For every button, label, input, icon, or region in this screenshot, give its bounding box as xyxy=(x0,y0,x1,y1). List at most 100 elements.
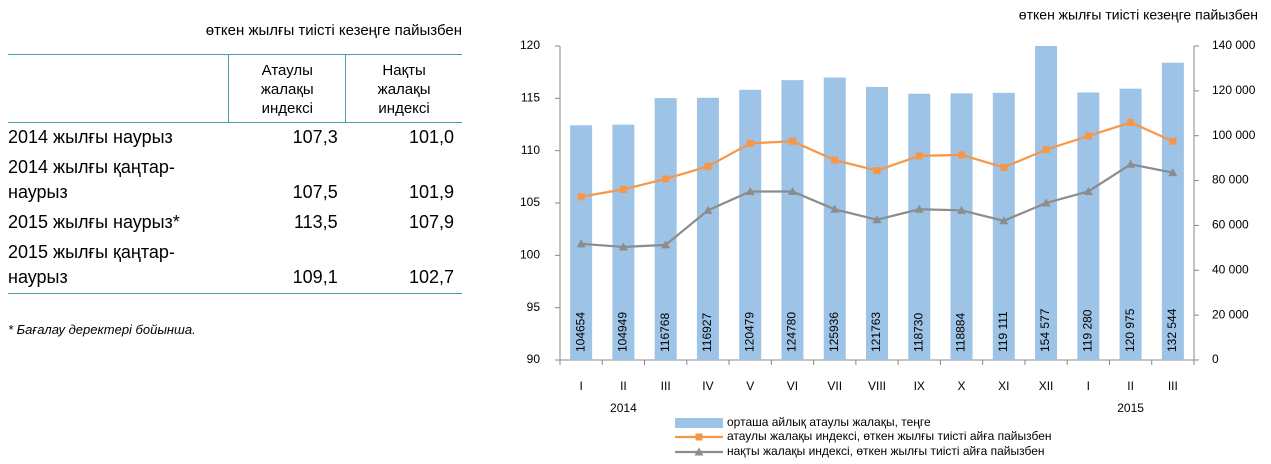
bar-value-label: 120 975 xyxy=(1123,308,1137,352)
legend-swatch xyxy=(675,418,723,428)
legend-label: орташа айлық атаулы жалақы, теңге xyxy=(727,415,931,429)
bar-value-label: 154 577 xyxy=(1038,308,1052,352)
table-cell: 107,9 xyxy=(408,212,454,232)
marker xyxy=(1126,159,1136,168)
table-body: 2014 жылғы наурыз 107,3 101,0 2014 жылғы қа… xyxy=(8,123,462,294)
bar xyxy=(654,98,677,360)
marker xyxy=(618,242,628,251)
y2-tick-label: 140 000 xyxy=(1212,38,1256,52)
table-row: 2015 жылғы қаңтар-наурыз 109,1 102,7 xyxy=(8,238,462,294)
bar xyxy=(739,89,762,360)
bar-value-label: 125936 xyxy=(827,312,841,352)
marker xyxy=(745,186,755,195)
marker xyxy=(915,152,923,160)
marker xyxy=(1168,168,1178,177)
marker xyxy=(958,151,966,159)
bar-value-label: 120479 xyxy=(742,312,756,352)
marker xyxy=(746,139,754,147)
bar-value-label: 119 280 xyxy=(1081,309,1095,352)
marker xyxy=(957,205,967,214)
plot-area xyxy=(570,46,1184,360)
marker xyxy=(831,156,839,164)
marker xyxy=(873,167,881,175)
bar xyxy=(1119,88,1142,360)
bar-value-label: 121763 xyxy=(869,312,883,352)
marker xyxy=(1000,163,1008,171)
y2-tick-label: 60 000 xyxy=(1212,218,1249,232)
marker xyxy=(662,175,670,183)
legend-marker xyxy=(694,447,704,456)
bar xyxy=(992,92,1015,360)
x-group-label: 2014 xyxy=(610,401,637,415)
x-tick-label: X xyxy=(958,379,966,393)
marker xyxy=(1127,118,1135,126)
x-tick-label: V xyxy=(746,379,754,393)
y2-tick-label: 40 000 xyxy=(1212,262,1249,276)
x-tick-label: I xyxy=(579,379,582,393)
y2-tick-label: 0 xyxy=(1212,352,1219,366)
y-tick-label: 110 xyxy=(521,143,540,157)
table-cell: 101,0 xyxy=(408,127,454,147)
table-caption: өткен жылғы тиісті кезеңге пайызбен xyxy=(205,22,462,39)
x-tick-label: VII xyxy=(827,379,842,393)
y2-tick-label: 120 000 xyxy=(1212,83,1256,97)
x-tick-label: III xyxy=(661,379,671,393)
bar xyxy=(950,93,973,360)
header-cell: Нақты жалақы индексі xyxy=(345,54,462,123)
y2-tick-label: 20 000 xyxy=(1212,307,1249,321)
bar-value-label: 118730 xyxy=(911,313,925,352)
marker xyxy=(619,185,627,193)
header-text: Нақты жалақы индексі xyxy=(377,62,431,117)
bar-value-label: 116768 xyxy=(658,313,672,352)
marker xyxy=(1169,137,1177,145)
x-tick-label: IV xyxy=(702,379,713,393)
table-cell: 2014 жылғы наурыз xyxy=(8,127,173,147)
header-row: Атаулы жалақы индексі Нақты жалақы индек… xyxy=(8,54,462,123)
legend-marker xyxy=(695,433,703,441)
marker xyxy=(1084,132,1092,140)
bar xyxy=(1077,92,1100,360)
chart-subtitle: өткен жылғы тиісті кезеңге пайызбен xyxy=(1019,7,1258,23)
table-cell: 109,1 xyxy=(292,267,338,287)
marker xyxy=(661,240,671,249)
x-tick-label: III xyxy=(1168,379,1178,393)
bar-value-label: 119 111 xyxy=(996,311,1010,352)
marker xyxy=(1083,186,1093,195)
bar xyxy=(1035,46,1058,360)
y-tick-label: 95 xyxy=(527,300,541,314)
y-tick-label: 115 xyxy=(521,91,540,105)
table-row: 2014 жылғы қаңтар-наурыз 107,5 101,9 xyxy=(8,153,462,208)
marker xyxy=(872,215,882,224)
marker xyxy=(1041,198,1051,207)
table-cell: 113,5 xyxy=(293,212,338,232)
table-cell: 107,5 xyxy=(292,182,338,202)
marker xyxy=(787,186,797,195)
bar xyxy=(1161,62,1184,360)
x-tick-label: IX xyxy=(914,379,925,393)
bar xyxy=(908,93,931,360)
x-tick-label: II xyxy=(1127,379,1134,393)
marker xyxy=(788,137,796,145)
bar-value-label: 118884 xyxy=(954,313,968,352)
bar-value-label: 104654 xyxy=(573,312,587,352)
legend-label: нақты жалақы индексі, өткен жылғы тиісті… xyxy=(727,444,1045,458)
y2-tick-label: 100 000 xyxy=(1212,128,1256,142)
x-group-label: 2015 xyxy=(1117,401,1144,415)
bar-value-label: 124780 xyxy=(785,312,799,352)
marker xyxy=(914,204,924,213)
x-tick-label: VIII xyxy=(868,379,886,393)
x-tick-label: I xyxy=(1087,379,1090,393)
marker xyxy=(704,162,712,170)
table: Атаулы жалақы индексі Нақты жалақы индек… xyxy=(8,54,462,294)
header-cell xyxy=(8,54,229,123)
bar-value-label: 116927 xyxy=(700,313,714,352)
marker xyxy=(576,239,586,248)
marker xyxy=(703,205,713,214)
y-tick-label: 100 xyxy=(520,248,540,262)
footnote: * Бағалау деректері бойынша. xyxy=(8,322,196,337)
marker xyxy=(999,216,1009,225)
bar xyxy=(823,77,846,360)
bar-value-label: 104949 xyxy=(616,312,630,352)
header-cell: Атаулы жалақы индексі xyxy=(228,54,346,123)
